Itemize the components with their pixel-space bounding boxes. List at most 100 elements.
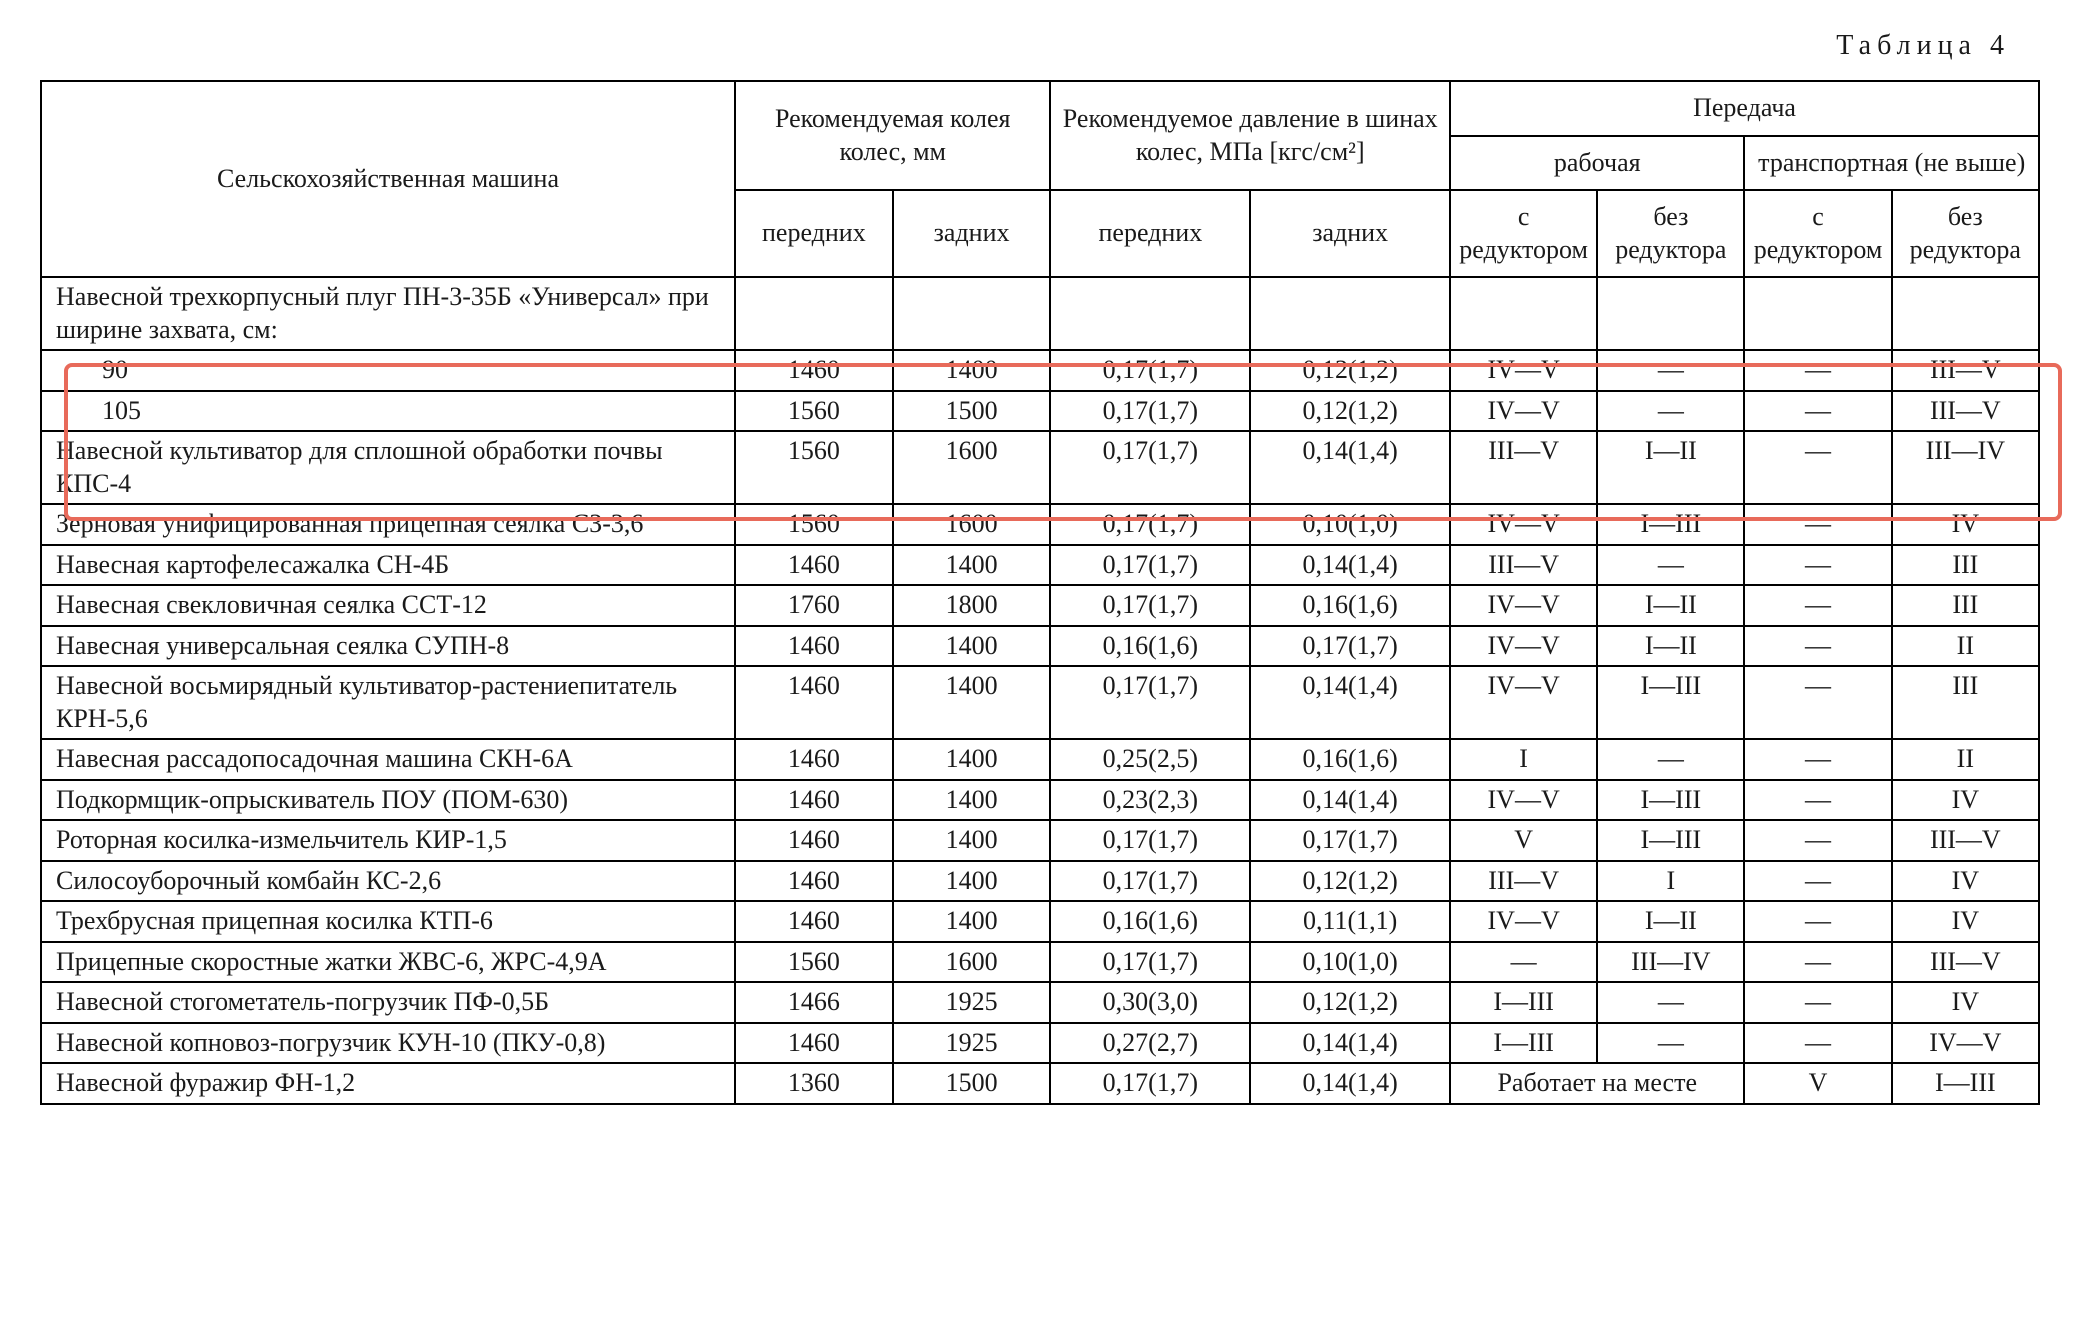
cell-pf: 0,17(1,7): [1050, 820, 1250, 861]
cell-g1: I: [1450, 739, 1597, 780]
cell-g2: I—II: [1597, 626, 1744, 667]
cell-machine: Прицепные скоростные жатки ЖВС-6, ЖРС-4,…: [41, 942, 735, 983]
cell-g1: IV—V: [1450, 391, 1597, 432]
table-row: Навесной стогометатель-погрузчик ПФ-0,5Б…: [41, 982, 2039, 1023]
th-track: Рекомендуемая колея колес, мм: [735, 81, 1050, 190]
th-without-red-2: без редуктора: [1892, 190, 2039, 277]
cell-g4: IV: [1892, 982, 2039, 1023]
cell-tr: 1400: [893, 666, 1051, 739]
cell-g3: —: [1744, 901, 1891, 942]
cell-g2: I: [1597, 861, 1744, 902]
cell-tf: 1460: [735, 739, 893, 780]
cell-machine: Роторная косилка-измельчитель КИР-1,5: [41, 820, 735, 861]
th-with-red-2: с редуктором: [1744, 190, 1891, 277]
cell-tf: 1360: [735, 1063, 893, 1104]
cell-g4: III: [1892, 666, 2039, 739]
cell-tr: 1400: [893, 626, 1051, 667]
cell-g4: II: [1892, 739, 2039, 780]
cell-pr: 0,17(1,7): [1250, 626, 1450, 667]
table-wrap: Сельскохозяйственная машина Рекомендуема…: [40, 80, 2040, 1105]
cell-tr: 1400: [893, 739, 1051, 780]
cell-pf: 0,17(1,7): [1050, 504, 1250, 545]
cell-pr: 0,12(1,2): [1250, 861, 1450, 902]
cell-pf: 0,17(1,7): [1050, 666, 1250, 739]
cell-tr: 1400: [893, 901, 1051, 942]
cell-machine: 105: [41, 391, 735, 432]
cell-g3: —: [1744, 545, 1891, 586]
cell-tf: 1560: [735, 942, 893, 983]
th-front-1: передних: [735, 190, 893, 277]
cell-pr: 0,14(1,4): [1250, 545, 1450, 586]
table-row: Подкормщик-опрыскиватель ПОУ (ПОМ-630)14…: [41, 780, 2039, 821]
cell-g2: I—II: [1597, 431, 1744, 504]
cell-g2: —: [1597, 350, 1744, 391]
table-row: Навесной культиватор для сплошной обрабо…: [41, 431, 2039, 504]
cell-pr: 0,14(1,4): [1250, 1063, 1450, 1104]
cell-g4: III—V: [1892, 391, 2039, 432]
cell-pr: 0,10(1,0): [1250, 942, 1450, 983]
cell-g2: —: [1597, 545, 1744, 586]
cell-tr: 1500: [893, 1063, 1051, 1104]
cell-tf: 1560: [735, 504, 893, 545]
cell-pr: 0,16(1,6): [1250, 739, 1450, 780]
table-row: Трехбрусная прицепная косилка КТП-614601…: [41, 901, 2039, 942]
cell-tr: 1400: [893, 780, 1051, 821]
cell-tr: 1400: [893, 861, 1051, 902]
cell-tf: 1760: [735, 585, 893, 626]
table-row: Навесной восьмирядный культиватор-растен…: [41, 666, 2039, 739]
cell-machine: Навесной трехкорпусный плуг ПН-3-35Б «Ун…: [41, 277, 735, 350]
cell-g3: [1744, 277, 1891, 350]
cell-machine: Навесной культиватор для сплошной обрабо…: [41, 431, 735, 504]
cell-pr: 0,17(1,7): [1250, 820, 1450, 861]
cell-g3: —: [1744, 861, 1891, 902]
cell-tf: 1460: [735, 1023, 893, 1064]
cell-tf: 1460: [735, 666, 893, 739]
cell-tr: [893, 277, 1051, 350]
cell-tf: 1560: [735, 391, 893, 432]
cell-tf: [735, 277, 893, 350]
cell-pf: 0,17(1,7): [1050, 861, 1250, 902]
table-row: 105156015000,17(1,7)0,12(1,2)IV—V——III—V: [41, 391, 2039, 432]
th-front-2: передних: [1050, 190, 1250, 277]
cell-g2: III—IV: [1597, 942, 1744, 983]
cell-tf: 1460: [735, 350, 893, 391]
cell-machine: Трехбрусная прицепная косилка КТП-6: [41, 901, 735, 942]
cell-pf: 0,25(2,5): [1050, 739, 1250, 780]
cell-g1: IV—V: [1450, 901, 1597, 942]
cell-g4: IV: [1892, 780, 2039, 821]
cell-g3: V: [1744, 1063, 1891, 1104]
cell-g2: I—III: [1597, 780, 1744, 821]
cell-tf: 1560: [735, 431, 893, 504]
table-row: 90146014000,17(1,7)0,12(1,2)IV—V——III—V: [41, 350, 2039, 391]
cell-machine: Навесная рассадопосадочная машина СКН-6А: [41, 739, 735, 780]
cell-machine: Навесной стогометатель-погрузчик ПФ-0,5Б: [41, 982, 735, 1023]
table-row: Навесная картофелесажалка СН-4Б146014000…: [41, 545, 2039, 586]
cell-tf: 1460: [735, 545, 893, 586]
cell-g3: —: [1744, 942, 1891, 983]
cell-tr: 1600: [893, 504, 1051, 545]
cell-machine: Навесной восьмирядный культиватор-растен…: [41, 666, 735, 739]
cell-pf: 0,17(1,7): [1050, 391, 1250, 432]
cell-pr: 0,16(1,6): [1250, 585, 1450, 626]
cell-g1: V: [1450, 820, 1597, 861]
table-row: Навесная универсальная сеялка СУПН-81460…: [41, 626, 2039, 667]
cell-g4: IV—V: [1892, 1023, 2039, 1064]
th-with-red-1: с редуктором: [1450, 190, 1597, 277]
cell-g1: IV—V: [1450, 626, 1597, 667]
cell-pr: 0,14(1,4): [1250, 1023, 1450, 1064]
th-rear-1: задних: [893, 190, 1051, 277]
th-without-red-1: без редуктора: [1597, 190, 1744, 277]
cell-g3: —: [1744, 391, 1891, 432]
cell-tf: 1466: [735, 982, 893, 1023]
cell-g2: —: [1597, 391, 1744, 432]
cell-pr: 0,12(1,2): [1250, 391, 1450, 432]
cell-machine: 90: [41, 350, 735, 391]
cell-g3: —: [1744, 431, 1891, 504]
cell-g1: I—III: [1450, 1023, 1597, 1064]
table-row: Прицепные скоростные жатки ЖВС-6, ЖРС-4,…: [41, 942, 2039, 983]
cell-g1: III—V: [1450, 861, 1597, 902]
cell-g3: —: [1744, 350, 1891, 391]
table-row: Навесной копновоз-погрузчик КУН-10 (ПКУ-…: [41, 1023, 2039, 1064]
cell-g1: [1450, 277, 1597, 350]
cell-g4: IV: [1892, 861, 2039, 902]
